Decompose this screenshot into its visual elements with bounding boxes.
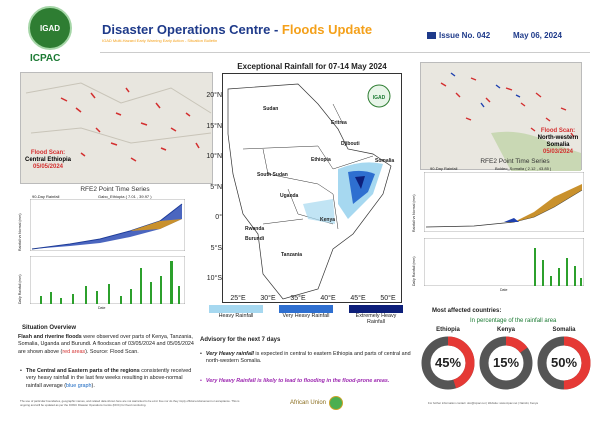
map-legend: Heavy Rainfall Very Heavy Rainfall Extre… [206,305,406,325]
au-emblem-icon [329,396,344,410]
ts-left-ylabel-bottom: Daily Rainfall (mm) [18,274,22,304]
lon-25e: 25°E [230,295,246,302]
lon-40e: 40°E [320,295,336,302]
ts-left-ylabel-top: Rainfall vs Normal (mm) [18,213,22,251]
bullet-dot: • [200,378,202,384]
ts-right-caption: Boldeo_Somalia ( 2.12 , 43.85 ) [495,166,552,171]
ts-right-bars-svg [424,238,584,286]
lat-5n: 5°N [210,183,222,191]
ts-left-top-svg [30,199,185,251]
ts-left-series: 90-Day Rainfall [32,194,60,199]
ts-left-xlabel: Date [98,306,106,310]
lat-5s: 5°S [210,244,222,252]
legend-extreme: Extremely Heavy Rainfall [346,305,406,325]
lon-50e: 50°E [380,295,396,302]
flood-scan-left-label: Flood Scan: Central Ethiopia 05/05/2024 [24,150,71,170]
newspaper-icon [427,32,436,39]
country-somalia: Somalia [375,158,395,164]
lat-axis: 20°N 15°N 10°N 5°N 0° 5°S 10°S [198,92,222,282]
overview-p1: Flash and riverine floods were observed … [18,334,194,355]
footer-disclaimer: The use of particular boundaries, geogra… [20,399,240,407]
rainfall-map: 20°N IGAD Sudan Eritrea Djibouti Ethiopi… [183,73,403,303]
legend-heavy: Heavy Rainfall [206,305,266,325]
ring-somalia: Somalia 50% [534,327,594,391]
ts-left-chart: 90-Day Rainfall Gabo_Ethiopia ( 7.01 , 3… [18,194,188,314]
igad-logo: IGAD [28,6,72,50]
lon-axis: 25°E 30°E 35°E 40°E 45°E 50°E [223,295,403,302]
flood-scan-right-svg [440,72,581,171]
ring-ethiopia: Ethiopia 45% [418,327,478,391]
lat-0: 0° [215,214,222,221]
affected-heading: Most affected countries: [432,308,502,314]
affected-sub: In percentage of the rainfall area [470,318,557,324]
legend-swatch-heavy [209,305,263,313]
advisory-b1: • Very Heavy rainfall is expected in cen… [200,351,411,365]
ts-right-title: RFE2 Point Time Series [480,158,550,165]
lon-45e: 45°E [350,295,366,302]
lat-15n: 15°N [206,122,222,130]
map-title: Exceptional Rainfall for 07-14 May 2024 [237,62,387,71]
au-logo: African Union [290,396,344,410]
bullet-dot: • [200,351,202,357]
rainfall-map-svg: 20°N IGAD [183,83,392,300]
ts-left-bars-svg [30,256,185,304]
issue-number: Issue No. 042 [427,31,490,40]
country-burundi: Burundi [245,236,265,242]
footer-contact: For further information contact: doc@icp… [428,401,538,405]
flood-scan-left-svg [25,82,212,162]
country-uganda: Uganda [280,193,299,199]
ring-somalia-svg [537,336,591,390]
map-logo-text: IGAD [373,95,386,101]
au-text: African Union [290,400,327,406]
org-name: ICPAC [30,53,61,64]
overview-heading: Situation Overview [22,325,77,331]
ts-right-ylabel-top: Rainfall vs Normal (mm) [412,194,416,232]
ts-right-xlabel: Date [500,288,508,292]
ts-right-top-svg [424,172,584,232]
legend-swatch-extreme [349,305,403,313]
lon-35e: 35°E [290,295,306,302]
flood-scan-right-label: Flood Scan: North-western Somalia 05/03/… [537,128,579,155]
country-rwanda: Rwanda [245,226,265,232]
lat-20n: 20°N [206,92,222,99]
advisory-heading: Advisory for the next 7 days [200,337,281,343]
country-eritrea: Eritrea [331,120,347,126]
ring-kenya: Kenya 15% [476,327,536,391]
ts-right-series: 90-Day Rainfall [430,166,458,171]
advisory-b2: • Very Heavy Rainfall is likely to lead … [200,378,390,384]
page-title: Disaster Operations Centre - Floods Upda… [102,22,373,37]
rainfall-area [303,162,383,224]
ring-kenya-svg [479,336,533,390]
ts-right-ylabel-bottom: Daily Rainfall (mm) [412,256,416,286]
legend-swatch-very-heavy [279,305,333,313]
lon-30e: 30°E [260,295,276,302]
country-ethiopia: Ethiopia [311,157,331,163]
country-sudan: Sudan [263,106,279,112]
ts-left-title: RFE2 Point Time Series [80,186,150,193]
country-tanzania: Tanzania [281,252,303,258]
flood-scan-right-image [420,62,582,171]
legend-very-heavy: Very Heavy Rainfall [276,305,336,325]
issue-date: May 06, 2024 [513,31,562,40]
country-kenya: Kenya [320,217,336,223]
ts-right-chart: 90-Day Rainfall Boldeo_Somalia ( 2.12 , … [410,166,586,296]
lat-10s: 10°S [206,275,222,282]
lat-10n: 10°N [206,153,222,160]
header-divider [100,52,590,53]
page-subtitle: IGAD Multi-Hazard Early Warning Early Ac… [102,38,218,43]
overview-p2: • The Central and Eastern parts of the r… [20,368,192,389]
country-south-sudan: South Sudan [257,172,288,178]
bullet-dot: • [20,368,22,374]
ring-ethiopia-svg [421,336,475,390]
flood-scan-left-image [20,72,213,184]
ts-left-caption: Gabo_Ethiopia ( 7.01 , 39.97 ) [98,194,152,199]
country-djibouti: Djibouti [341,141,360,147]
